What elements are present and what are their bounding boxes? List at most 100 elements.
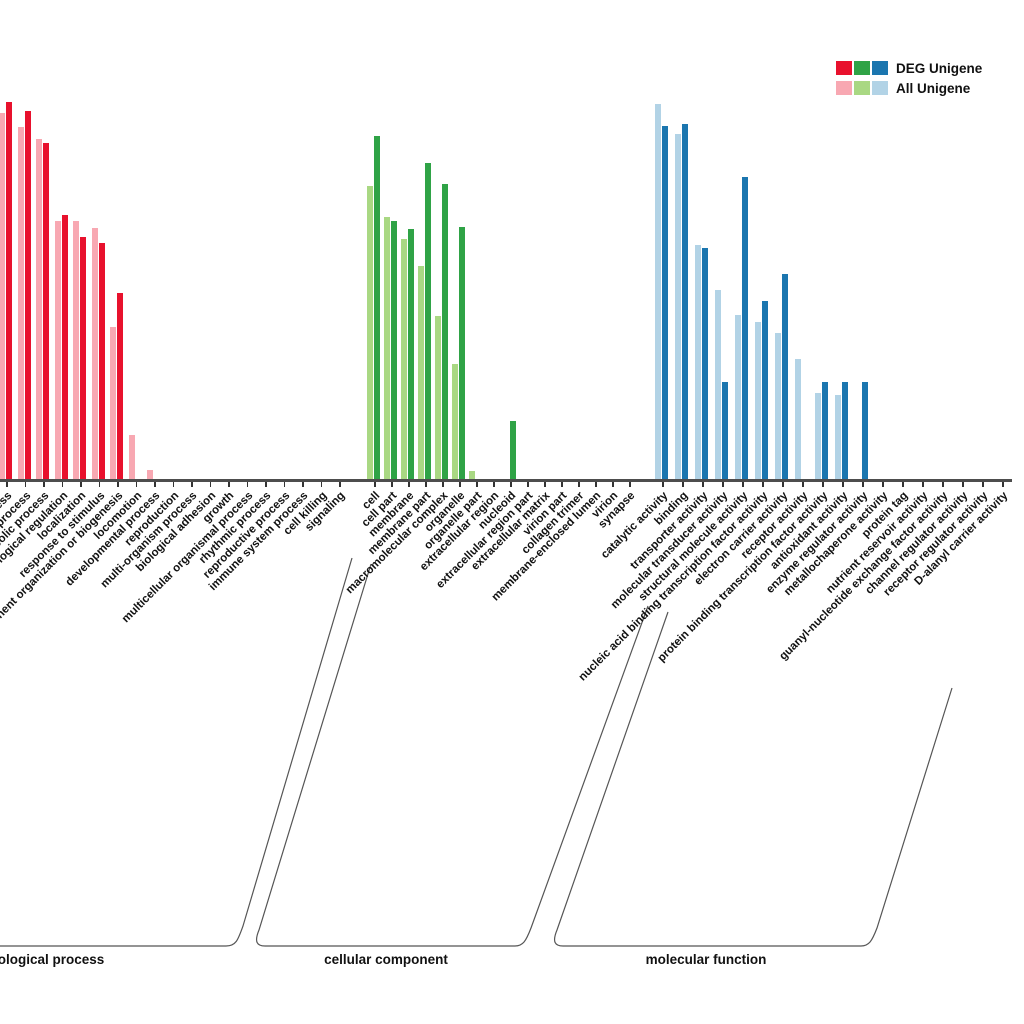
- bar-deg-unigene: [24, 111, 31, 479]
- axis-tick: [302, 482, 304, 487]
- bar-all-unigene: [735, 315, 741, 479]
- axis-tick: [578, 482, 580, 487]
- bar-deg-unigene: [722, 382, 728, 479]
- axis-tick: [265, 482, 267, 487]
- bar-all-unigene: [469, 471, 475, 479]
- bar-all-unigene: [367, 186, 373, 479]
- legend-label-all: All Unigene: [896, 80, 971, 96]
- all-blue-swatch: [872, 81, 888, 95]
- bar-all-unigene: [73, 221, 79, 479]
- axis-tick: [842, 482, 844, 487]
- bar-deg-unigene: [782, 274, 788, 479]
- bar-deg-unigene: [408, 229, 414, 479]
- axis-tick: [154, 482, 156, 487]
- bar-deg-unigene: [117, 293, 123, 479]
- axis-tick: [24, 482, 26, 487]
- axis-tick: [209, 482, 211, 487]
- bar-deg-unigene: [842, 382, 848, 479]
- bar-all-unigene: [815, 393, 821, 479]
- axis-tick: [922, 482, 924, 487]
- axis-tick: [320, 482, 322, 487]
- axis-tick: [612, 482, 614, 487]
- axis-tick: [882, 482, 884, 487]
- bar-deg-unigene: [822, 382, 828, 479]
- bar-deg-unigene: [682, 124, 688, 479]
- axis-tick: [61, 482, 63, 487]
- axis-tick: [476, 482, 478, 487]
- axis-tick: [802, 482, 804, 487]
- axis-tick: [6, 482, 8, 487]
- bar-deg-unigene: [510, 421, 516, 479]
- axis-tick: [510, 482, 512, 487]
- group-label-biological-process: biological process: [0, 952, 105, 967]
- axis-tick: [782, 482, 784, 487]
- bar-deg-unigene: [762, 301, 768, 479]
- axis-tick: [722, 482, 724, 487]
- axis-tick: [544, 482, 546, 487]
- bar-all-unigene: [0, 113, 5, 479]
- axis-tick: [527, 482, 529, 487]
- bar-deg-unigene: [442, 184, 448, 479]
- bar-all-unigene: [418, 266, 424, 479]
- axis-tick: [135, 482, 137, 487]
- legend-row-all: All Unigene: [836, 78, 982, 98]
- axis-tick: [493, 482, 495, 487]
- axis-tick: [191, 482, 193, 487]
- axis-tick: [1002, 482, 1004, 487]
- bar-all-unigene: [695, 245, 701, 479]
- bar-all-unigene: [54, 221, 61, 479]
- axis-tick: [742, 482, 744, 487]
- bar-all-unigene: [36, 139, 42, 479]
- bar-deg-unigene: [862, 382, 868, 479]
- bar-deg-unigene: [662, 126, 668, 479]
- bar-all-unigene: [110, 327, 116, 479]
- legend: DEG Unigene All Unigene: [836, 58, 982, 98]
- bar-deg-unigene: [61, 215, 68, 479]
- axis-tick: [172, 482, 174, 487]
- bar-all-unigene: [795, 359, 801, 479]
- group-label-molecular-function: molecular function: [645, 952, 767, 967]
- axis-tick: [80, 482, 82, 487]
- deg-blue-swatch: [872, 61, 888, 75]
- axis-tick: [822, 482, 824, 487]
- axis-tick: [43, 482, 45, 487]
- axis-tick: [629, 482, 631, 487]
- bar-deg-unigene: [43, 143, 49, 479]
- axis-tick: [246, 482, 248, 487]
- axis-tick: [962, 482, 964, 487]
- deg-red-swatch: [836, 61, 852, 75]
- bar-deg-unigene: [425, 163, 431, 479]
- bar-all-unigene: [147, 470, 153, 479]
- bar-all-unigene: [17, 127, 24, 479]
- axis-tick: [982, 482, 984, 487]
- legend-row-deg: DEG Unigene: [836, 58, 982, 78]
- bar-deg-unigene: [459, 227, 465, 479]
- axis-tick: [862, 482, 864, 487]
- axis-tick: [561, 482, 563, 487]
- axis-tick: [762, 482, 764, 487]
- axis-tick: [408, 482, 410, 487]
- axis-tick: [442, 482, 444, 487]
- all-green-swatch: [854, 81, 870, 95]
- bar-all-unigene: [452, 364, 458, 479]
- bar-all-unigene: [675, 134, 681, 479]
- axis-tick: [117, 482, 119, 487]
- axis-tick: [425, 482, 427, 487]
- bar-deg-unigene: [391, 221, 397, 479]
- bar-all-unigene: [715, 290, 721, 479]
- axis-tick: [662, 482, 664, 487]
- bar-all-unigene: [128, 435, 135, 479]
- axis-tick: [374, 482, 376, 487]
- bar-deg-unigene: [702, 248, 708, 479]
- deg-green-swatch: [854, 61, 870, 75]
- axis-tick: [459, 482, 461, 487]
- bar-deg-unigene: [742, 177, 748, 479]
- bar-all-unigene: [835, 395, 841, 479]
- axis-tick: [682, 482, 684, 487]
- bar-all-unigene: [435, 316, 441, 479]
- axis-tick: [942, 482, 944, 487]
- bar-deg-unigene: [98, 243, 105, 479]
- legend-label-deg: DEG Unigene: [896, 60, 983, 76]
- axis-tick: [595, 482, 597, 487]
